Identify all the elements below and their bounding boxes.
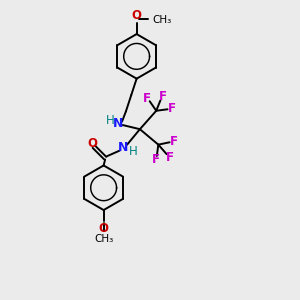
Text: N: N — [118, 141, 129, 154]
Text: F: F — [143, 92, 151, 105]
Text: F: F — [159, 90, 167, 103]
Text: N: N — [113, 117, 124, 130]
Text: H: H — [129, 145, 138, 158]
Text: O: O — [132, 9, 142, 22]
Text: CH₃: CH₃ — [152, 15, 171, 25]
Text: F: F — [168, 102, 176, 115]
Text: CH₃: CH₃ — [94, 234, 113, 244]
Text: F: F — [170, 135, 178, 148]
Text: F: F — [152, 153, 160, 166]
Text: F: F — [166, 151, 174, 164]
Text: H: H — [106, 114, 115, 128]
Text: O: O — [88, 137, 98, 150]
Text: O: O — [99, 222, 109, 235]
